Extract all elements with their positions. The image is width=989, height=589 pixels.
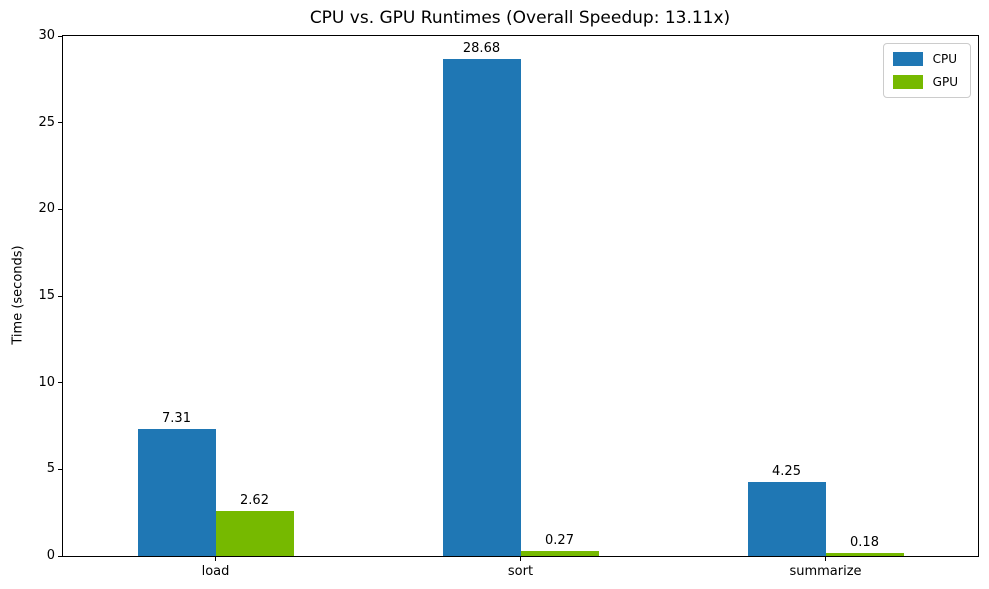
- y-tick-mark: [58, 208, 62, 210]
- plot-area: CPU GPU 0 5 10 15 20 25 30 load 7.31 2.62 sort 28.6…: [38, 28, 979, 579]
- y-tick-mark: [58, 555, 62, 557]
- legend-label-gpu: GPU: [932, 75, 958, 89]
- cpu-series-swatch: [892, 52, 923, 66]
- x-tick-mark: [520, 557, 521, 561]
- gpu-bar-value-sort: 0.27: [545, 533, 574, 548]
- legend-label-cpu: CPU: [932, 52, 958, 66]
- y-tick-mark: [58, 382, 62, 384]
- legend-item-gpu: GPU: [892, 75, 961, 89]
- y-tick-label: 20: [38, 201, 55, 217]
- y-tick-label: 0: [46, 548, 55, 563]
- cpu-bar-sort: [442, 59, 521, 556]
- cpu-bar-value-summarize: 4.25: [772, 464, 801, 479]
- x-tick-label: load: [201, 564, 230, 579]
- y-tick-label: 15: [38, 288, 55, 303]
- gpu-series-swatch: [892, 75, 923, 89]
- y-tick-label: 25: [38, 114, 55, 130]
- x-tick-label: summarize: [789, 564, 862, 579]
- y-tick-mark: [58, 468, 62, 470]
- cpu-bar-summarize: [747, 482, 826, 556]
- x-tick-mark: [825, 557, 826, 561]
- y-tick-label: 30: [38, 28, 55, 43]
- gpu-bar-value-load: 2.62: [240, 493, 269, 508]
- chart-title: CPU vs. GPU Runtimes (Overall Speedup: 1…: [309, 8, 731, 28]
- legend: CPU GPU: [882, 43, 971, 98]
- gpu-bar-load: [215, 511, 294, 556]
- gpu-bar-summarize: [825, 553, 904, 556]
- cpu-bar-value-sort: 28.68: [462, 41, 501, 56]
- y-tick-label: 10: [38, 374, 55, 390]
- legend-item-cpu: CPU: [892, 52, 961, 66]
- y-tick-mark: [58, 295, 62, 297]
- y-tick-mark: [58, 35, 62, 37]
- y-tick-mark: [58, 122, 62, 124]
- x-tick-label: sort: [507, 564, 534, 579]
- y-tick-label: 5: [46, 461, 55, 477]
- gpu-bar-value-summarize: 0.18: [850, 535, 879, 550]
- cpu-bar-value-load: 7.31: [162, 411, 191, 426]
- x-tick-mark: [215, 557, 216, 561]
- gpu-bar-sort: [520, 551, 599, 556]
- cpu-bar-load: [137, 429, 216, 556]
